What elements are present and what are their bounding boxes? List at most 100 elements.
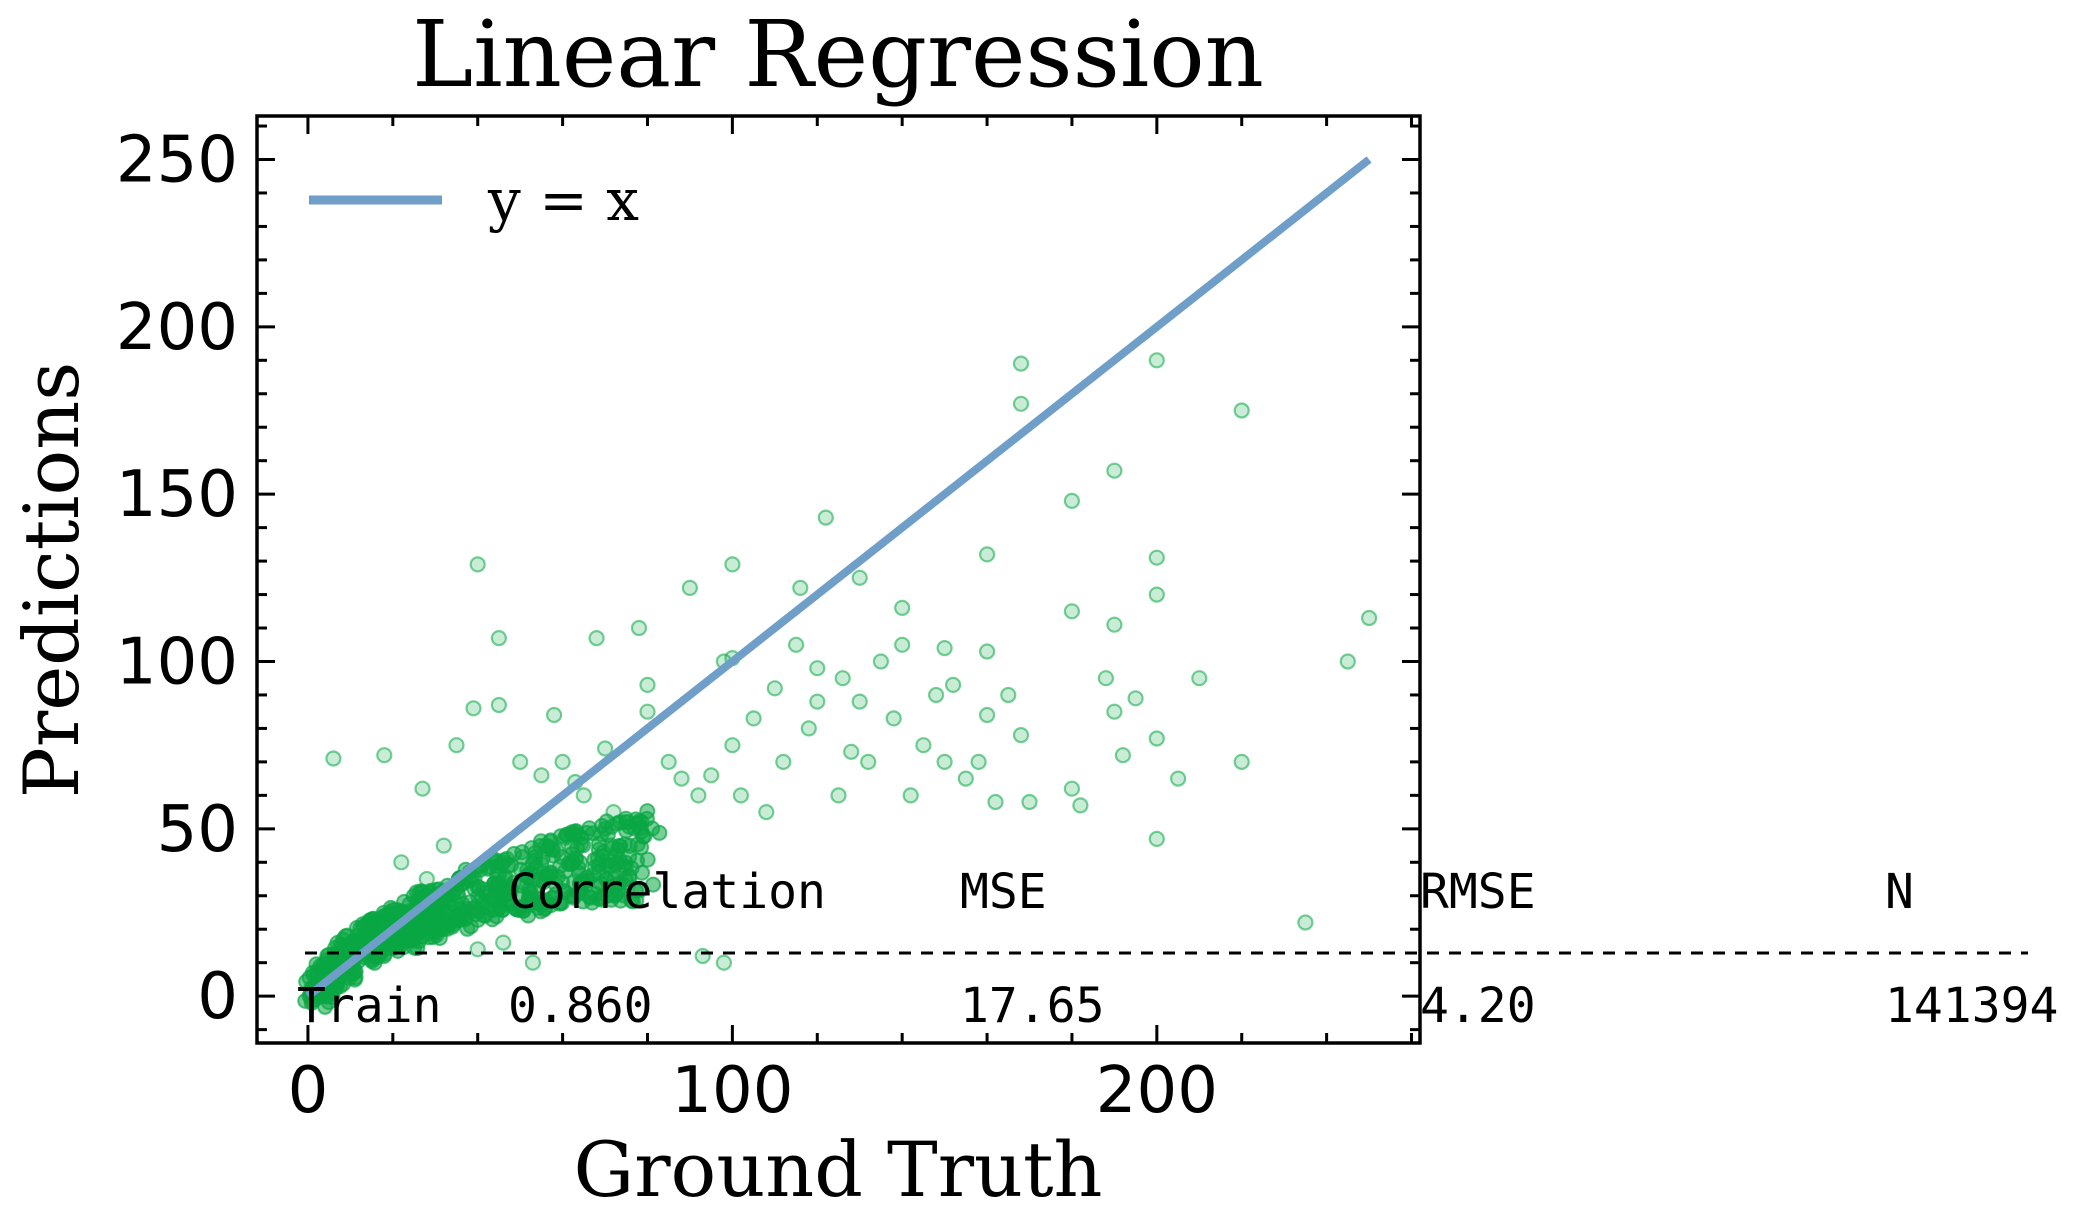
- scatter-point: [459, 920, 476, 937]
- scatter-point: [1127, 690, 1144, 707]
- scatter-point: [902, 787, 919, 804]
- scatter-point: [605, 803, 622, 821]
- scatter-point: [598, 871, 615, 887]
- stats-header: RMSE: [1420, 864, 1536, 920]
- scatter-point: [860, 753, 877, 771]
- scatter-point: [1063, 780, 1081, 797]
- scatter-point: [1012, 395, 1030, 412]
- scatter-point: [894, 636, 911, 653]
- scatter-point: [638, 810, 655, 827]
- scatter-point: [1233, 402, 1250, 419]
- scatter-point: [1169, 770, 1187, 787]
- scatter-point: [792, 579, 809, 597]
- scatter-point: [618, 813, 635, 831]
- x-tick-label: 200: [1096, 1054, 1218, 1128]
- scatter-point: [325, 750, 342, 767]
- scatter-point: [490, 696, 507, 714]
- scatter-point: [621, 837, 638, 854]
- scatter-point: [894, 599, 911, 617]
- scatter-point: [1233, 753, 1250, 771]
- scatter-point: [809, 693, 826, 710]
- scatter-point: [936, 753, 953, 771]
- scatter-point: [745, 710, 762, 727]
- scatter-point: [1106, 616, 1123, 633]
- scatter-point: [830, 787, 847, 804]
- scatter-point: [1297, 914, 1314, 931]
- scatter-point: [393, 854, 410, 871]
- scatter-point: [554, 753, 571, 771]
- scatter-point: [851, 693, 868, 710]
- scatter-point: [660, 753, 677, 771]
- scatter-point: [535, 874, 552, 891]
- scatter-point: [834, 670, 851, 687]
- scatter-point: [724, 737, 741, 754]
- scatter-point: [445, 916, 462, 933]
- stats-header: N: [1885, 864, 1914, 920]
- scatter-point: [495, 934, 512, 951]
- scatter-point: [1148, 352, 1165, 369]
- stats-header: Correlation: [508, 864, 826, 920]
- stats-cell: Train: [297, 978, 442, 1034]
- y-tick-label: 100: [116, 625, 238, 699]
- scatter-point: [724, 556, 741, 573]
- scatter-point: [987, 793, 1004, 811]
- scatter-point: [524, 954, 542, 971]
- scatter-point: [533, 894, 550, 911]
- scatter-point: [1106, 703, 1123, 720]
- scatter-point: [1063, 603, 1081, 620]
- scatter-point: [448, 737, 465, 754]
- scatter-point: [556, 884, 573, 901]
- scatter-point: [645, 876, 662, 893]
- scatter-point: [1000, 686, 1017, 704]
- scatter-point: [450, 888, 467, 905]
- scatter-point: [1021, 793, 1038, 811]
- scatter-point: [978, 546, 996, 563]
- scatter-point: [639, 703, 656, 720]
- identity-line-layer: [305, 156, 1372, 1000]
- scatter-point: [927, 686, 945, 704]
- stats-cell: 4.20: [1420, 978, 1536, 1034]
- scatter-point: [872, 653, 890, 670]
- scatter-point: [715, 954, 733, 971]
- scatter-point: [639, 851, 656, 868]
- scatter-point: [1148, 830, 1165, 848]
- stats-header: MSE: [960, 864, 1047, 920]
- stats-cell: 141394: [1885, 978, 2058, 1034]
- scatter-point: [490, 629, 507, 647]
- scatter-point: [1148, 586, 1165, 603]
- x-axis-label: Ground Truth: [574, 1125, 1103, 1214]
- plot-frame: [255, 114, 1422, 1045]
- axes: [255, 114, 1422, 1045]
- scatter-point: [1106, 462, 1123, 479]
- scatter-point: [523, 840, 540, 857]
- scatter-point: [1191, 670, 1208, 687]
- scatter-point: [473, 891, 490, 908]
- scatter-points: [297, 352, 1378, 1015]
- scatter-point: [758, 803, 775, 821]
- scatter-point: [690, 787, 707, 804]
- scatter-point: [851, 569, 868, 586]
- scatter-point: [477, 907, 494, 924]
- scatter-point: [411, 933, 427, 950]
- scatter-point: [639, 676, 656, 694]
- scatter-point: [957, 770, 974, 787]
- scatter-point: [1012, 355, 1030, 372]
- scatter-point: [787, 636, 805, 653]
- scatter-point: [520, 907, 537, 924]
- scatter-point: [628, 892, 645, 909]
- scatter-point: [978, 643, 996, 660]
- scatter-point: [970, 753, 987, 771]
- scatter-point: [809, 660, 826, 677]
- scatter-point: [418, 870, 435, 888]
- legend-label-identity: y = x: [487, 166, 639, 234]
- scatter-point: [573, 829, 590, 846]
- scatter-point: [603, 818, 620, 835]
- scatter-point: [549, 869, 566, 885]
- scatter-point: [1097, 670, 1115, 687]
- y-tick-label: 0: [197, 960, 238, 1034]
- scatter-point: [588, 629, 605, 647]
- scatter-point: [621, 870, 638, 887]
- x-tick-label: 0: [288, 1054, 329, 1128]
- scatter-point: [1339, 653, 1356, 670]
